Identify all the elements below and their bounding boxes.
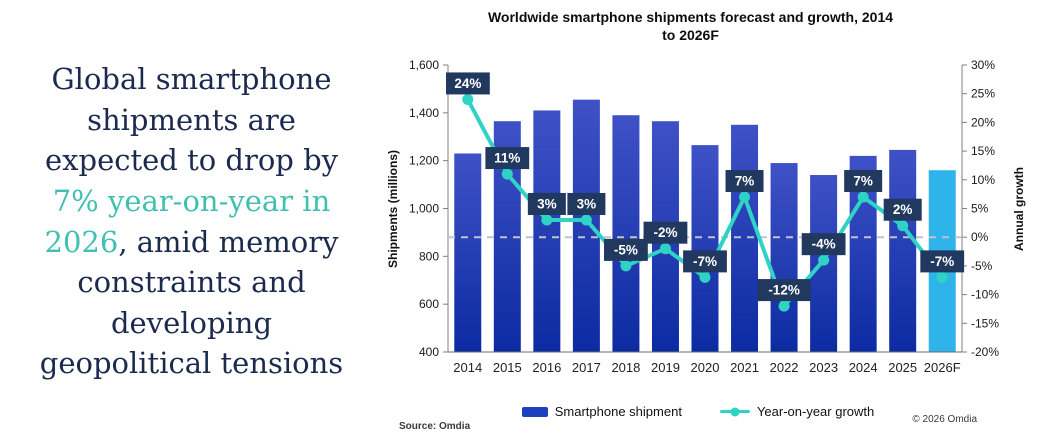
svg-text:-20%: -20%	[971, 345, 999, 359]
svg-text:0%: 0%	[971, 230, 989, 244]
svg-text:-10%: -10%	[971, 288, 999, 302]
svg-text:2024: 2024	[849, 360, 878, 375]
svg-text:2020: 2020	[691, 360, 720, 375]
right-axis-title: Annual growth	[1012, 167, 1026, 251]
svg-text:7%: 7%	[853, 174, 873, 189]
growth-markers	[462, 93, 948, 312]
legend-item-growth: Year-on-year growth	[719, 404, 875, 419]
svg-text:2019: 2019	[651, 360, 680, 375]
svg-text:30%: 30%	[971, 58, 995, 72]
svg-text:1,000: 1,000	[409, 202, 439, 216]
copyright-note: © 2026 Omdia	[912, 414, 977, 425]
svg-text:2021: 2021	[730, 360, 759, 375]
svg-text:7%: 7%	[735, 174, 755, 189]
svg-text:-7%: -7%	[930, 254, 954, 269]
legend-label-shipment: Smartphone shipment	[554, 404, 682, 419]
svg-text:-5%: -5%	[971, 259, 993, 273]
headline-highlight: 7% year-on-year in 2026	[44, 183, 331, 259]
svg-text:2016: 2016	[532, 360, 561, 375]
category-labels: 2014 2015 2016 2017 2018 2019 2020 2021 2022 2023…	[453, 360, 960, 375]
line-dot-icon	[730, 407, 740, 416]
headline-panel: Global smartphone shipments are expected…	[0, 0, 383, 443]
chart-panel: Worldwide smartphone shipments forecast …	[383, 0, 1043, 443]
svg-text:-5%: -5%	[614, 242, 638, 257]
legend-item-shipment: Smartphone shipment	[521, 404, 682, 419]
bar-swatch-icon	[521, 406, 548, 417]
svg-text:2015: 2015	[493, 360, 522, 375]
shipments-growth-chart: 1,600 1,400 1,200 1,000 800 600 400 30% 25% 20% 15…	[386, 58, 1026, 375]
headline-text: Global smartphone shipments are expected…	[0, 59, 383, 384]
svg-text:10%: 10%	[971, 173, 995, 187]
shipment-bars	[454, 99, 956, 353]
svg-text:2022: 2022	[770, 360, 799, 375]
svg-text:15%: 15%	[971, 144, 995, 158]
svg-text:3%: 3%	[537, 196, 557, 211]
svg-text:2014: 2014	[453, 360, 482, 375]
svg-text:-7%: -7%	[693, 254, 717, 269]
svg-text:-12%: -12%	[768, 283, 800, 298]
headline-segment-2: , amid memory constraints and developing…	[39, 224, 344, 381]
right-tick-labels: 30% 25% 20% 15% 10% 5% 0% -5% -10% -15% -20%	[962, 58, 999, 359]
svg-text:20%: 20%	[971, 115, 995, 129]
svg-text:5%: 5%	[971, 202, 989, 216]
svg-text:24%: 24%	[454, 76, 481, 91]
svg-text:2018: 2018	[611, 360, 640, 375]
svg-text:2025: 2025	[888, 360, 917, 375]
chart-title-line1: Worldwide smartphone shipments forecast …	[487, 9, 894, 25]
svg-text:2%: 2%	[893, 202, 913, 217]
chart-title: Worldwide smartphone shipments forecast …	[383, 8, 998, 44]
svg-text:2023: 2023	[809, 360, 838, 375]
svg-text:400: 400	[419, 345, 439, 359]
svg-text:11%: 11%	[494, 151, 520, 166]
left-tick-labels: 1,600 1,400 1,200 1,000 800 600 400	[409, 58, 448, 359]
svg-text:-2%: -2%	[653, 225, 677, 240]
svg-text:3%: 3%	[577, 196, 597, 211]
svg-text:1,600: 1,600	[409, 58, 439, 72]
svg-text:-15%: -15%	[971, 316, 999, 330]
left-axis-title: Shipments (millions)	[386, 150, 400, 268]
svg-text:600: 600	[419, 297, 439, 311]
chart-title-line2: to 2026F	[662, 27, 719, 44]
svg-text:1,200: 1,200	[409, 154, 439, 168]
svg-text:2017: 2017	[572, 360, 601, 375]
svg-text:25%: 25%	[971, 87, 995, 101]
headline-segment-1: Global smartphone shipments are expected…	[44, 62, 339, 178]
svg-text:-4%: -4%	[812, 237, 836, 252]
line-swatch-icon	[719, 407, 750, 416]
legend-label-growth: Year-on-year growth	[756, 404, 875, 419]
growth-labels: 24% 11% 3% 3% -5% -2% -7% 7% -12% -4% 7% 2% -7%	[446, 72, 965, 302]
source-note: Source: Omdia	[399, 421, 471, 432]
svg-text:1,400: 1,400	[409, 106, 439, 120]
svg-text:2026F: 2026F	[924, 360, 961, 375]
chart-legend: Smartphone shipment Year-on-year growth	[383, 404, 1013, 419]
svg-text:800: 800	[419, 249, 439, 263]
